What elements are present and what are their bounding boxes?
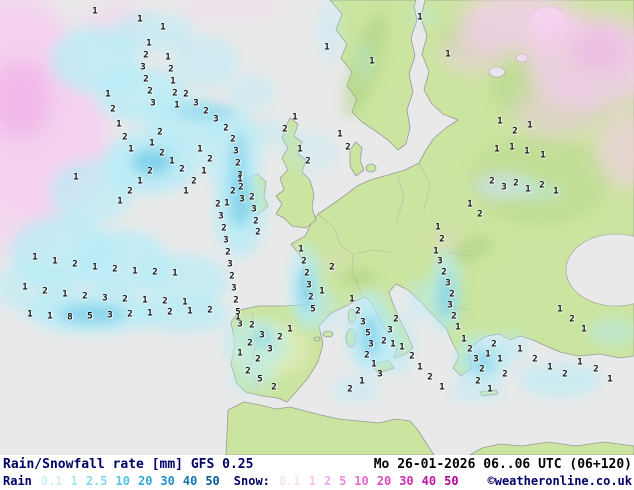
legend-scale-value: 1	[70, 474, 78, 488]
ibiza	[313, 336, 321, 342]
snow-scale: 0.1 1 2 5 10 20 30 40 50	[279, 474, 459, 488]
legend-scale-value: 2.5	[85, 474, 108, 488]
rainfall-layer	[0, 0, 634, 403]
forecast-datetime: Mo 26-01-2026 06..06 UTC (06+120)	[373, 457, 632, 472]
legend-scale-value: 30	[160, 474, 175, 488]
legend-title: Rain/Snowfall rate [mm] GFS 0.25	[3, 457, 254, 472]
legend-scale-value: 20	[376, 474, 392, 488]
legend-scale-value: 50	[205, 474, 220, 488]
snow-label: Snow:	[233, 474, 270, 488]
africa-northeast-coast	[469, 441, 634, 455]
denmark	[349, 141, 365, 177]
rainfall-dense-layer	[58, 104, 495, 373]
rain-label: Rain	[3, 474, 32, 488]
legend-title-row: Rain/Snowfall rate [mm] GFS 0.25 Mo 26-0…	[0, 455, 634, 472]
mallorca	[322, 330, 334, 338]
legend-scale-value: 5	[339, 474, 347, 488]
zealand-island	[365, 163, 377, 173]
legend-scale-value: 0.1	[40, 474, 63, 488]
legend-scale-value: 30	[399, 474, 414, 488]
legend-scale-value: 2	[323, 474, 332, 488]
legend-scale-value: 0.1	[278, 474, 301, 488]
legend-scale-value: 40	[182, 474, 198, 488]
legend-scale-value: 50	[444, 474, 459, 488]
legend-scale-value: 20	[137, 474, 153, 488]
black-sea	[565, 233, 634, 307]
legend-scale-value: 40	[421, 474, 437, 488]
europe-basemap	[0, 0, 634, 455]
legend-scale-value: 10	[354, 474, 369, 488]
rain-scale: 0.1 1 2.5 10 20 30 40 50	[41, 474, 220, 488]
legend-scale-value: 1	[308, 474, 316, 488]
legend-scale-row: Rain 0.1 1 2.5 10 20 30 40 50 Snow: 0.1 1 2 5 10 20 3…	[0, 472, 634, 488]
africa-northwest-coast	[225, 401, 435, 455]
legend-scale-value: 10	[115, 474, 130, 488]
copyright-text: ©weatheronline.co.uk	[487, 474, 633, 488]
legend-bar: Rain/Snowfall rate [mm] GFS 0.25 Mo 26-0…	[0, 455, 634, 490]
